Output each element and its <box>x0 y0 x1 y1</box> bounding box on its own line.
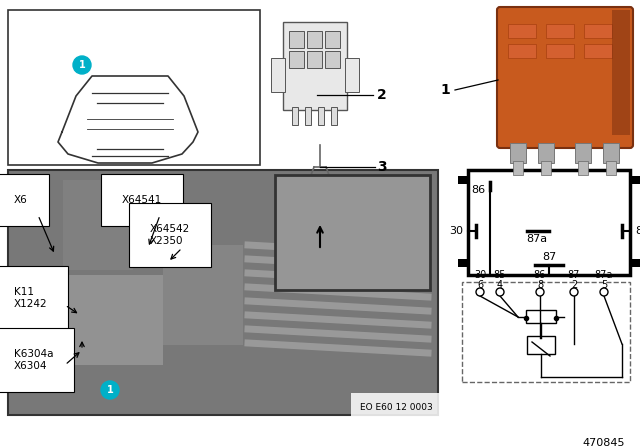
Bar <box>612 10 630 135</box>
Text: K11
X1242: K11 X1242 <box>14 287 47 309</box>
Bar <box>508 44 536 58</box>
Bar <box>271 58 285 92</box>
Bar <box>8 170 438 415</box>
Bar <box>510 143 526 163</box>
Bar <box>526 310 556 323</box>
Bar <box>325 31 340 48</box>
Bar <box>307 51 322 68</box>
Text: 30: 30 <box>449 226 463 236</box>
Circle shape <box>496 288 504 296</box>
Bar <box>606 161 616 175</box>
Bar <box>584 24 612 38</box>
Bar <box>325 51 340 68</box>
Bar <box>331 107 337 125</box>
Text: 3: 3 <box>377 160 387 174</box>
Circle shape <box>570 288 578 296</box>
Text: 470845: 470845 <box>582 438 625 448</box>
Text: 87a: 87a <box>527 234 548 244</box>
Bar <box>63 180 133 270</box>
Text: 8: 8 <box>537 280 543 290</box>
Text: 87: 87 <box>568 270 580 280</box>
Bar <box>8 10 260 165</box>
Text: 85: 85 <box>494 270 506 280</box>
Text: 86: 86 <box>534 270 546 280</box>
Text: 86: 86 <box>471 185 485 195</box>
Circle shape <box>101 381 119 399</box>
Bar <box>307 31 322 48</box>
Bar <box>546 44 574 58</box>
Bar <box>318 107 324 125</box>
Text: EO E60 12 0003: EO E60 12 0003 <box>360 402 433 412</box>
Bar <box>468 170 630 275</box>
Bar <box>508 24 536 38</box>
Bar <box>345 58 359 92</box>
Text: K6304a
X6304: K6304a X6304 <box>14 349 54 371</box>
Bar <box>289 31 304 48</box>
Text: 1: 1 <box>440 83 450 97</box>
Bar <box>283 22 347 110</box>
Bar <box>275 175 430 290</box>
Bar <box>527 336 555 354</box>
Bar <box>575 143 591 163</box>
Bar <box>578 161 588 175</box>
Text: 4: 4 <box>497 280 503 290</box>
Circle shape <box>73 56 91 74</box>
Text: 30: 30 <box>474 270 486 280</box>
Bar <box>292 107 298 125</box>
Bar <box>541 161 551 175</box>
Text: 6: 6 <box>477 280 483 290</box>
Bar <box>305 107 311 125</box>
Text: X64541: X64541 <box>122 195 163 205</box>
Circle shape <box>536 288 544 296</box>
Bar <box>546 24 574 38</box>
Circle shape <box>476 288 484 296</box>
Text: 87: 87 <box>542 252 556 262</box>
Bar <box>462 282 630 382</box>
Bar <box>63 275 163 365</box>
Text: 5: 5 <box>601 280 607 290</box>
Bar <box>603 143 619 163</box>
Text: 87a: 87a <box>595 270 613 280</box>
Text: 1: 1 <box>107 385 113 395</box>
Text: 85: 85 <box>635 226 640 236</box>
Bar <box>163 245 243 345</box>
Text: X64542
X2350: X64542 X2350 <box>150 224 190 246</box>
Text: 1: 1 <box>79 60 85 70</box>
Circle shape <box>600 288 608 296</box>
Text: 2: 2 <box>377 88 387 102</box>
Bar <box>538 143 554 163</box>
Text: 2: 2 <box>571 280 577 290</box>
Bar <box>289 51 304 68</box>
Bar <box>584 44 612 58</box>
FancyBboxPatch shape <box>497 7 633 148</box>
Bar <box>458 176 468 184</box>
Bar <box>630 259 640 267</box>
Bar <box>630 176 640 184</box>
Text: X6: X6 <box>14 195 28 205</box>
Bar <box>458 259 468 267</box>
Bar <box>513 161 523 175</box>
